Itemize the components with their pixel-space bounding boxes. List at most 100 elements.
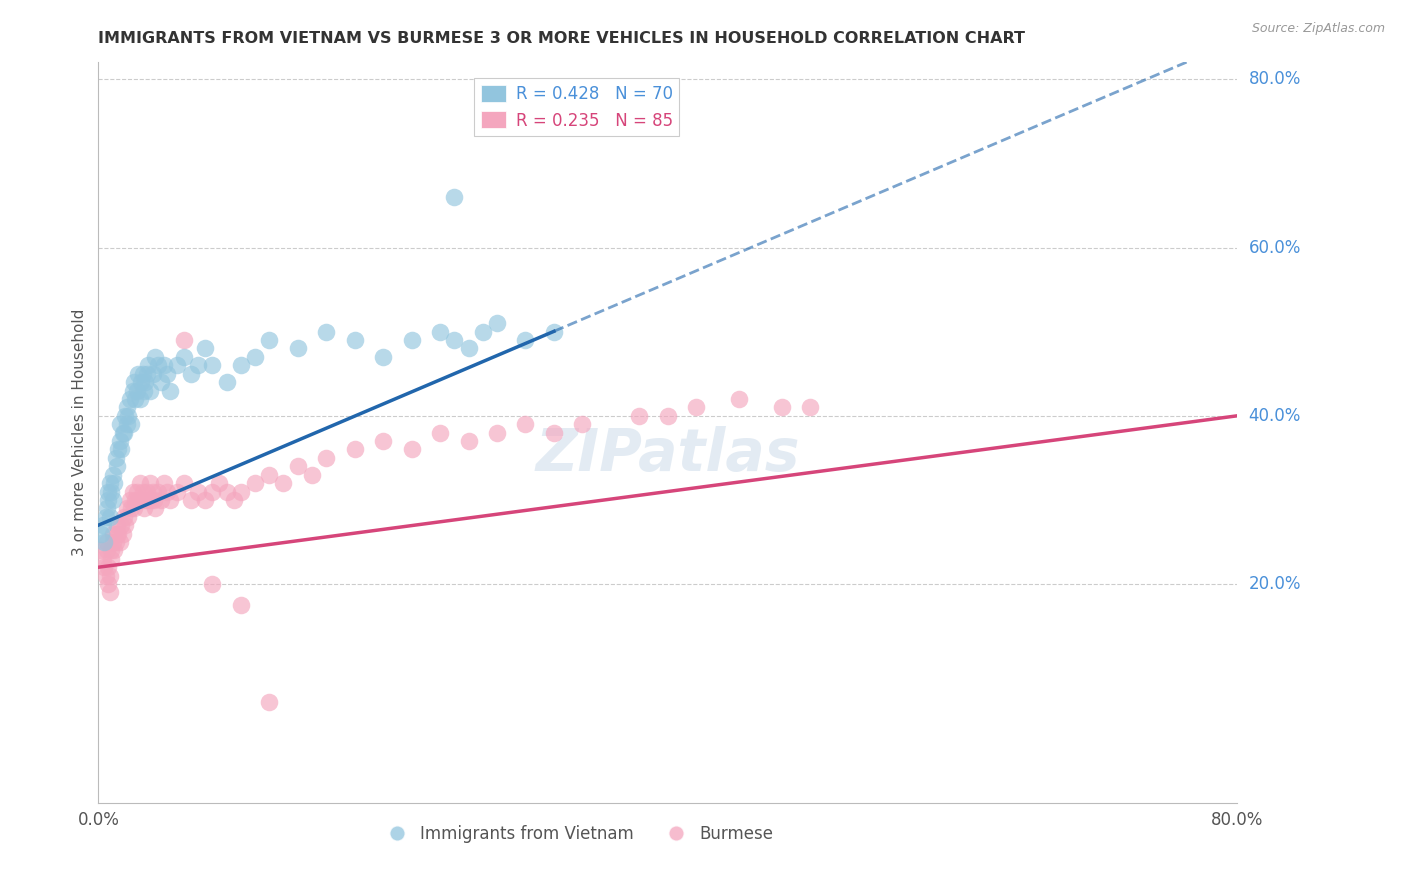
Point bbox=[129, 375, 152, 389]
Point bbox=[98, 509, 121, 524]
Point bbox=[101, 467, 124, 482]
Point bbox=[156, 367, 179, 381]
Point bbox=[110, 518, 132, 533]
Point bbox=[343, 333, 366, 347]
Point bbox=[114, 518, 136, 533]
Point bbox=[101, 535, 124, 549]
Point bbox=[148, 484, 170, 499]
Point bbox=[128, 392, 150, 406]
Point bbox=[159, 384, 181, 398]
Point bbox=[138, 476, 160, 491]
Point bbox=[91, 518, 114, 533]
Point bbox=[173, 333, 195, 347]
Point bbox=[115, 417, 138, 432]
Point bbox=[132, 501, 155, 516]
Point bbox=[142, 492, 165, 507]
Text: ZIPatlas: ZIPatlas bbox=[536, 426, 800, 483]
Point bbox=[166, 359, 188, 373]
Point bbox=[100, 484, 122, 499]
Point bbox=[229, 598, 252, 612]
Point bbox=[141, 484, 163, 499]
Point bbox=[138, 384, 160, 398]
Point bbox=[98, 476, 121, 491]
Point bbox=[93, 560, 115, 574]
Point bbox=[118, 492, 141, 507]
Point bbox=[194, 492, 217, 507]
Point bbox=[141, 367, 163, 381]
Point bbox=[121, 484, 143, 499]
Point bbox=[96, 501, 118, 516]
Point bbox=[100, 543, 122, 558]
Point bbox=[259, 467, 281, 482]
Text: 40.0%: 40.0% bbox=[1249, 407, 1301, 425]
Point bbox=[486, 425, 509, 440]
Point bbox=[457, 434, 479, 448]
Point bbox=[97, 492, 120, 507]
Point bbox=[124, 392, 146, 406]
Point bbox=[128, 476, 150, 491]
Point bbox=[91, 551, 114, 566]
Point bbox=[103, 476, 125, 491]
Point bbox=[131, 484, 153, 499]
Point bbox=[315, 325, 337, 339]
Point bbox=[135, 367, 157, 381]
Point bbox=[114, 409, 136, 423]
Point bbox=[90, 526, 112, 541]
Point bbox=[97, 560, 120, 574]
Point bbox=[571, 417, 593, 432]
Point bbox=[153, 359, 176, 373]
Point bbox=[208, 476, 231, 491]
Point bbox=[127, 367, 149, 381]
Point bbox=[136, 492, 159, 507]
Point bbox=[180, 367, 202, 381]
Point bbox=[515, 417, 537, 432]
Text: 60.0%: 60.0% bbox=[1249, 238, 1301, 257]
Point bbox=[100, 551, 122, 566]
Point bbox=[97, 484, 120, 499]
Point bbox=[150, 492, 173, 507]
Point bbox=[728, 392, 751, 406]
Point bbox=[229, 359, 252, 373]
Point bbox=[153, 476, 176, 491]
Point bbox=[215, 484, 238, 499]
Point bbox=[127, 492, 149, 507]
Point bbox=[628, 409, 651, 423]
Point bbox=[111, 425, 134, 440]
Point bbox=[112, 509, 135, 524]
Point bbox=[145, 501, 167, 516]
Point bbox=[145, 350, 167, 364]
Point bbox=[108, 535, 131, 549]
Point bbox=[105, 518, 128, 533]
Point bbox=[101, 492, 124, 507]
Point bbox=[215, 375, 238, 389]
Point bbox=[401, 442, 423, 457]
Point bbox=[343, 442, 366, 457]
Point bbox=[173, 350, 195, 364]
Point bbox=[111, 526, 134, 541]
Point bbox=[373, 434, 395, 448]
Point bbox=[187, 359, 209, 373]
Point bbox=[180, 492, 202, 507]
Point bbox=[273, 476, 295, 491]
Point bbox=[108, 434, 131, 448]
Y-axis label: 3 or more Vehicles in Household: 3 or more Vehicles in Household bbox=[72, 309, 87, 557]
Point bbox=[543, 325, 565, 339]
Point bbox=[104, 450, 127, 465]
Point bbox=[148, 359, 170, 373]
Point bbox=[685, 401, 707, 415]
Point bbox=[121, 384, 143, 398]
Point bbox=[657, 409, 679, 423]
Point bbox=[139, 492, 162, 507]
Legend: Immigrants from Vietnam, Burmese: Immigrants from Vietnam, Burmese bbox=[374, 819, 780, 850]
Point bbox=[194, 342, 217, 356]
Point bbox=[259, 695, 281, 709]
Point bbox=[112, 425, 135, 440]
Point bbox=[166, 484, 188, 499]
Point bbox=[90, 543, 112, 558]
Point bbox=[101, 526, 124, 541]
Point bbox=[105, 459, 128, 474]
Point bbox=[125, 384, 148, 398]
Point bbox=[457, 342, 479, 356]
Point bbox=[201, 359, 224, 373]
Point bbox=[187, 484, 209, 499]
